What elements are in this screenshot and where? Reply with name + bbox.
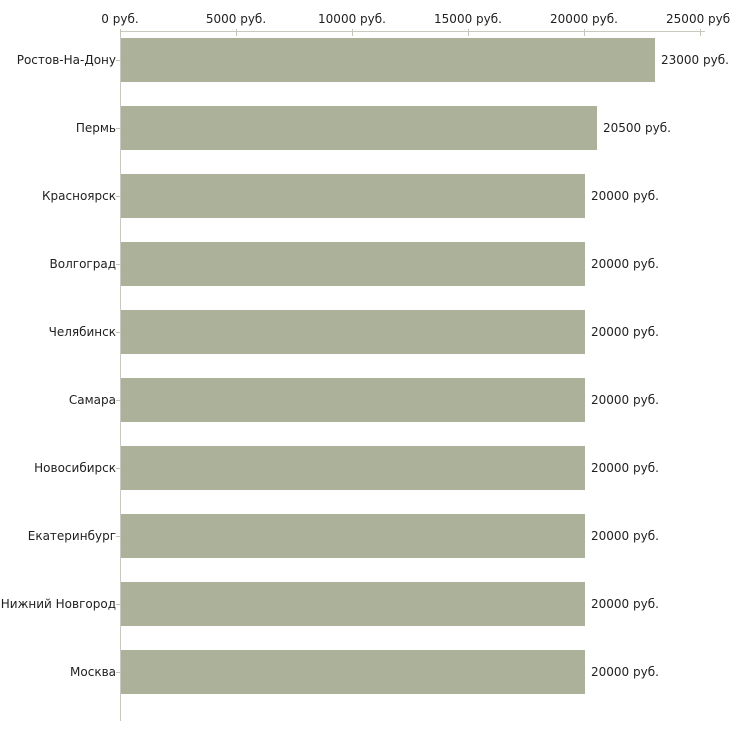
bar — [121, 650, 585, 694]
x-axis-tick-label: 20000 руб. — [550, 12, 618, 26]
category-label: Екатеринбург — [27, 529, 116, 543]
bar — [121, 242, 585, 286]
x-axis-tick — [584, 29, 585, 36]
category-label: Ростов-На-Дону — [16, 53, 116, 67]
value-label: 20000 руб. — [591, 325, 659, 339]
y-axis-tick — [116, 400, 121, 401]
category-label: Самара — [68, 393, 116, 407]
value-label: 20000 руб. — [591, 665, 659, 679]
y-axis-tick — [116, 264, 121, 265]
value-label: 20000 руб. — [591, 461, 659, 475]
value-label: 20000 руб. — [591, 529, 659, 543]
value-label: 20500 руб. — [603, 121, 671, 135]
value-label: 20000 руб. — [591, 597, 659, 611]
value-label: 20000 руб. — [591, 189, 659, 203]
category-label: Нижний Новгород — [0, 597, 116, 611]
y-axis-tick — [116, 604, 121, 605]
category-label: Волгоград — [49, 257, 116, 271]
category-label: Новосибирск — [34, 461, 116, 475]
bar — [121, 446, 585, 490]
bar — [121, 582, 585, 626]
x-axis-tick — [468, 29, 469, 36]
bar — [121, 310, 585, 354]
x-axis-tick-label: 15000 руб. — [434, 12, 502, 26]
bar — [121, 378, 585, 422]
x-axis-tick-label: 5000 руб. — [205, 12, 267, 26]
x-axis-tick — [700, 29, 701, 36]
x-axis-tick-label: 0 руб. — [101, 12, 139, 26]
y-axis-tick — [116, 128, 121, 129]
value-label: 20000 руб. — [591, 257, 659, 271]
x-axis-tick — [352, 29, 353, 36]
bar — [121, 106, 597, 150]
value-label: 23000 руб. — [661, 53, 729, 67]
bar — [121, 174, 585, 218]
x-axis-tick-label: 10000 руб. — [318, 12, 386, 26]
value-label: 20000 руб. — [591, 393, 659, 407]
bar — [121, 514, 585, 558]
y-axis-tick — [116, 536, 121, 537]
y-axis-tick — [116, 332, 121, 333]
y-axis-tick — [116, 60, 121, 61]
category-label: Пермь — [75, 121, 116, 135]
bar — [121, 38, 655, 82]
category-label: Красноярск — [42, 189, 116, 203]
y-axis-tick — [116, 672, 121, 673]
y-axis-line — [120, 31, 121, 721]
x-axis-line — [120, 31, 705, 32]
y-axis-tick — [116, 196, 121, 197]
category-label: Москва — [70, 665, 116, 679]
category-label: Челябинск — [48, 325, 116, 339]
y-axis-tick — [116, 468, 121, 469]
x-axis-tick — [236, 29, 237, 36]
x-axis-tick-label: 25000 руб. — [666, 12, 730, 26]
x-axis-tick — [120, 29, 121, 36]
